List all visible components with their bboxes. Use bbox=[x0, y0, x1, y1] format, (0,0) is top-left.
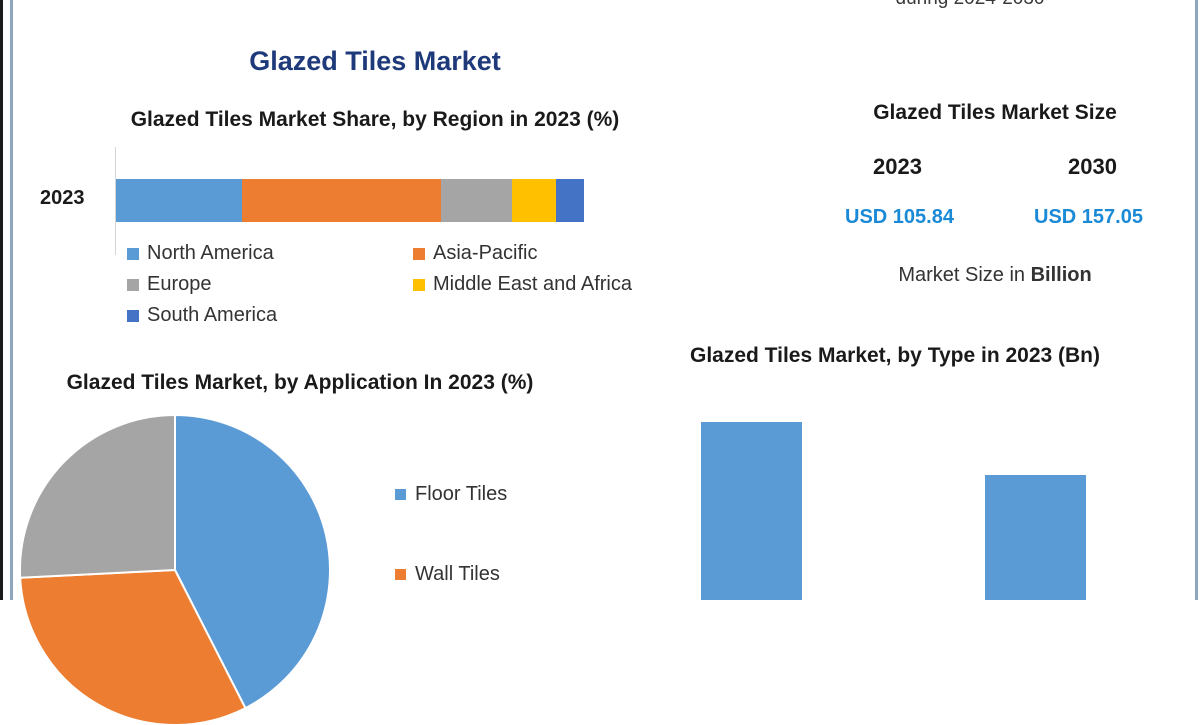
legend-item-north-america: North America bbox=[127, 242, 274, 265]
legend-swatch-icon bbox=[413, 247, 425, 260]
legend-swatch-icon bbox=[395, 489, 406, 500]
type-bar bbox=[985, 475, 1086, 600]
legend-item-wall-tiles: Wall Tiles bbox=[395, 563, 500, 586]
legend-label: Europe bbox=[147, 273, 212, 295]
market-size-value-2030: USD 157.05 bbox=[1034, 206, 1143, 228]
frame-border-left bbox=[10, 0, 13, 600]
legend-label: Floor Tiles bbox=[415, 483, 508, 505]
legend-label: South America bbox=[147, 304, 278, 326]
legend-label: Middle East and Africa bbox=[433, 273, 632, 295]
bar-segment-north-america bbox=[116, 179, 243, 222]
bar-segment-south-america bbox=[555, 179, 584, 222]
market-size-title: Glazed Tiles Market Size bbox=[873, 101, 1117, 124]
legend-swatch-icon bbox=[127, 278, 139, 291]
legend-label: Wall Tiles bbox=[415, 563, 500, 585]
region-chart-axis bbox=[115, 147, 116, 255]
region-bar-label: 2023 bbox=[40, 187, 85, 209]
unit-prefix: Market Size in bbox=[898, 264, 1031, 286]
legend-swatch-icon bbox=[413, 278, 425, 291]
region-stacked-bar bbox=[116, 179, 584, 222]
type-bar bbox=[701, 422, 802, 600]
legend-item-middle-east-africa: Middle East and Africa bbox=[413, 273, 632, 296]
market-size-value-2023: USD 105.84 bbox=[845, 206, 954, 228]
application-pie-chart bbox=[20, 415, 330, 725]
unit-bold: Billion bbox=[1030, 264, 1092, 286]
legend-item-floor-tiles: Floor Tiles bbox=[395, 483, 507, 506]
legend-item-south-america: South America bbox=[127, 304, 277, 327]
market-size-year-2023: 2023 bbox=[873, 154, 922, 179]
bar-segment-middle-east-and-africa bbox=[512, 179, 556, 222]
market-size-year-2030: 2030 bbox=[1068, 154, 1117, 179]
legend-swatch-icon bbox=[395, 569, 406, 580]
region-chart-title: Glazed Tiles Market Share, by Region in … bbox=[130, 108, 620, 131]
page-title: Glazed Tiles Market bbox=[249, 46, 501, 76]
legend-swatch-icon bbox=[127, 309, 139, 322]
bar-segment-asia-pacific bbox=[242, 179, 442, 222]
legend-label: North America bbox=[147, 242, 274, 264]
application-chart-title: Glazed Tiles Market, by Application In 2… bbox=[66, 371, 534, 394]
legend-swatch-icon bbox=[127, 247, 139, 260]
bar-segment-europe bbox=[441, 179, 513, 222]
market-size-unit: Market Size in Billion bbox=[830, 264, 1160, 287]
legend-item-asia-pacific: Asia-Pacific bbox=[413, 242, 537, 265]
forecast-period-text: during 2024-2030 bbox=[820, 0, 1120, 10]
legend-item-europe: Europe bbox=[127, 273, 212, 296]
window-edge bbox=[0, 0, 3, 600]
pie-slice bbox=[20, 415, 176, 579]
legend-label: Asia-Pacific bbox=[433, 242, 538, 264]
frame-border-right bbox=[1195, 0, 1198, 600]
type-chart-title: Glazed Tiles Market, by Type in 2023 (Bn… bbox=[689, 344, 1101, 367]
